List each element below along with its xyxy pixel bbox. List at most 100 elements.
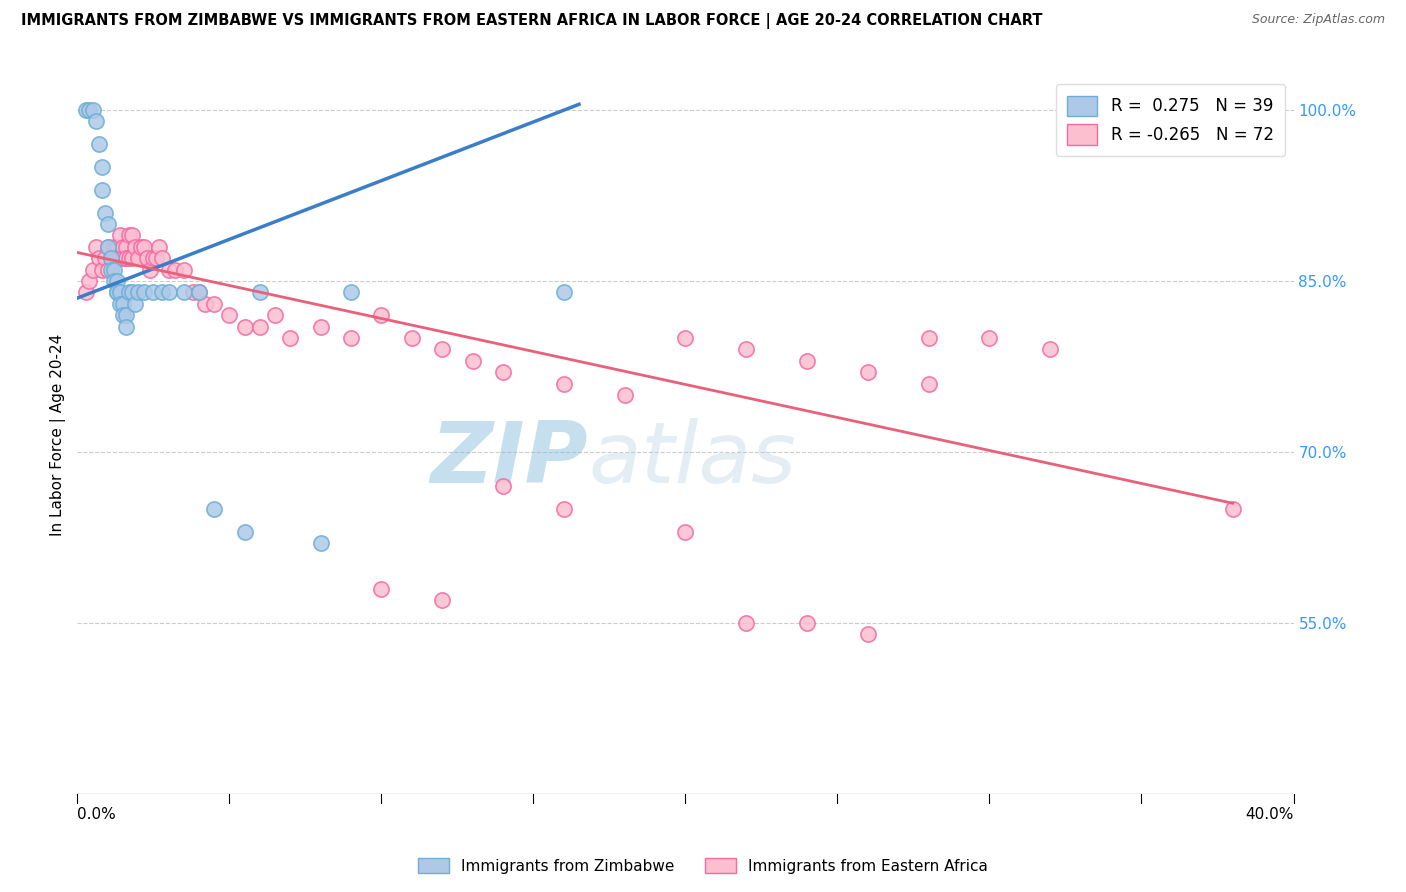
- Point: [148, 240, 170, 254]
- Point: [105, 285, 128, 300]
- Point: [108, 228, 131, 243]
- Point: [103, 262, 125, 277]
- Point: [115, 251, 138, 265]
- Point: [856, 627, 879, 641]
- Point: [97, 262, 120, 277]
- Point: [108, 251, 131, 265]
- Point: [121, 285, 143, 300]
- Point: [100, 251, 122, 265]
- Point: [613, 388, 636, 402]
- Point: [115, 308, 138, 322]
- Point: [918, 331, 941, 345]
- Point: [118, 251, 141, 265]
- Text: 40.0%: 40.0%: [1246, 807, 1294, 822]
- Point: [75, 285, 97, 300]
- Point: [111, 308, 134, 322]
- Point: [309, 319, 332, 334]
- Point: [1222, 502, 1244, 516]
- Point: [194, 297, 217, 311]
- Point: [111, 240, 134, 254]
- Point: [145, 251, 167, 265]
- Point: [152, 251, 174, 265]
- Point: [979, 331, 1001, 345]
- Text: atlas: atlas: [588, 418, 796, 501]
- Y-axis label: In Labor Force | Age 20-24: In Labor Force | Age 20-24: [51, 334, 66, 536]
- Point: [115, 319, 138, 334]
- Point: [181, 285, 204, 300]
- Point: [142, 251, 165, 265]
- Point: [121, 251, 143, 265]
- Point: [87, 251, 110, 265]
- Point: [492, 479, 515, 493]
- Point: [157, 285, 180, 300]
- Point: [108, 297, 131, 311]
- Text: ZIP: ZIP: [430, 418, 588, 501]
- Point: [134, 285, 156, 300]
- Point: [432, 343, 454, 357]
- Point: [121, 228, 143, 243]
- Point: [918, 376, 941, 391]
- Point: [93, 251, 115, 265]
- Point: [202, 297, 225, 311]
- Point: [111, 251, 134, 265]
- Point: [249, 319, 271, 334]
- Point: [84, 240, 107, 254]
- Point: [134, 240, 156, 254]
- Point: [202, 502, 225, 516]
- Point: [401, 331, 423, 345]
- Point: [173, 262, 195, 277]
- Point: [127, 285, 149, 300]
- Point: [111, 297, 134, 311]
- Point: [124, 240, 146, 254]
- Point: [173, 285, 195, 300]
- Point: [309, 536, 332, 550]
- Point: [118, 285, 141, 300]
- Text: 0.0%: 0.0%: [77, 807, 117, 822]
- Point: [142, 285, 165, 300]
- Point: [127, 251, 149, 265]
- Point: [152, 285, 174, 300]
- Point: [97, 217, 120, 231]
- Point: [84, 114, 107, 128]
- Point: [735, 343, 758, 357]
- Point: [115, 240, 138, 254]
- Point: [264, 308, 287, 322]
- Point: [218, 308, 240, 322]
- Point: [675, 331, 697, 345]
- Point: [103, 240, 125, 254]
- Point: [796, 353, 818, 368]
- Point: [75, 103, 97, 117]
- Point: [97, 240, 120, 254]
- Point: [79, 274, 101, 288]
- Point: [735, 615, 758, 630]
- Point: [103, 274, 125, 288]
- Point: [370, 582, 392, 596]
- Point: [188, 285, 211, 300]
- Point: [105, 274, 128, 288]
- Point: [553, 285, 575, 300]
- Point: [93, 205, 115, 219]
- Point: [100, 262, 122, 277]
- Legend: R =  0.275   N = 39, R = -0.265   N = 72: R = 0.275 N = 39, R = -0.265 N = 72: [1056, 84, 1285, 156]
- Point: [1039, 343, 1062, 357]
- Point: [461, 353, 484, 368]
- Legend: Immigrants from Zimbabwe, Immigrants from Eastern Africa: Immigrants from Zimbabwe, Immigrants fro…: [412, 852, 994, 880]
- Point: [856, 365, 879, 379]
- Point: [249, 285, 271, 300]
- Point: [118, 228, 141, 243]
- Point: [108, 285, 131, 300]
- Point: [103, 251, 125, 265]
- Point: [370, 308, 392, 322]
- Point: [553, 376, 575, 391]
- Point: [90, 160, 112, 174]
- Point: [136, 251, 159, 265]
- Point: [340, 285, 363, 300]
- Point: [82, 262, 104, 277]
- Text: IMMIGRANTS FROM ZIMBABWE VS IMMIGRANTS FROM EASTERN AFRICA IN LABOR FORCE | AGE : IMMIGRANTS FROM ZIMBABWE VS IMMIGRANTS F…: [21, 13, 1043, 29]
- Point: [675, 524, 697, 539]
- Point: [105, 251, 128, 265]
- Point: [90, 262, 112, 277]
- Point: [233, 319, 256, 334]
- Point: [82, 103, 104, 117]
- Point: [79, 103, 101, 117]
